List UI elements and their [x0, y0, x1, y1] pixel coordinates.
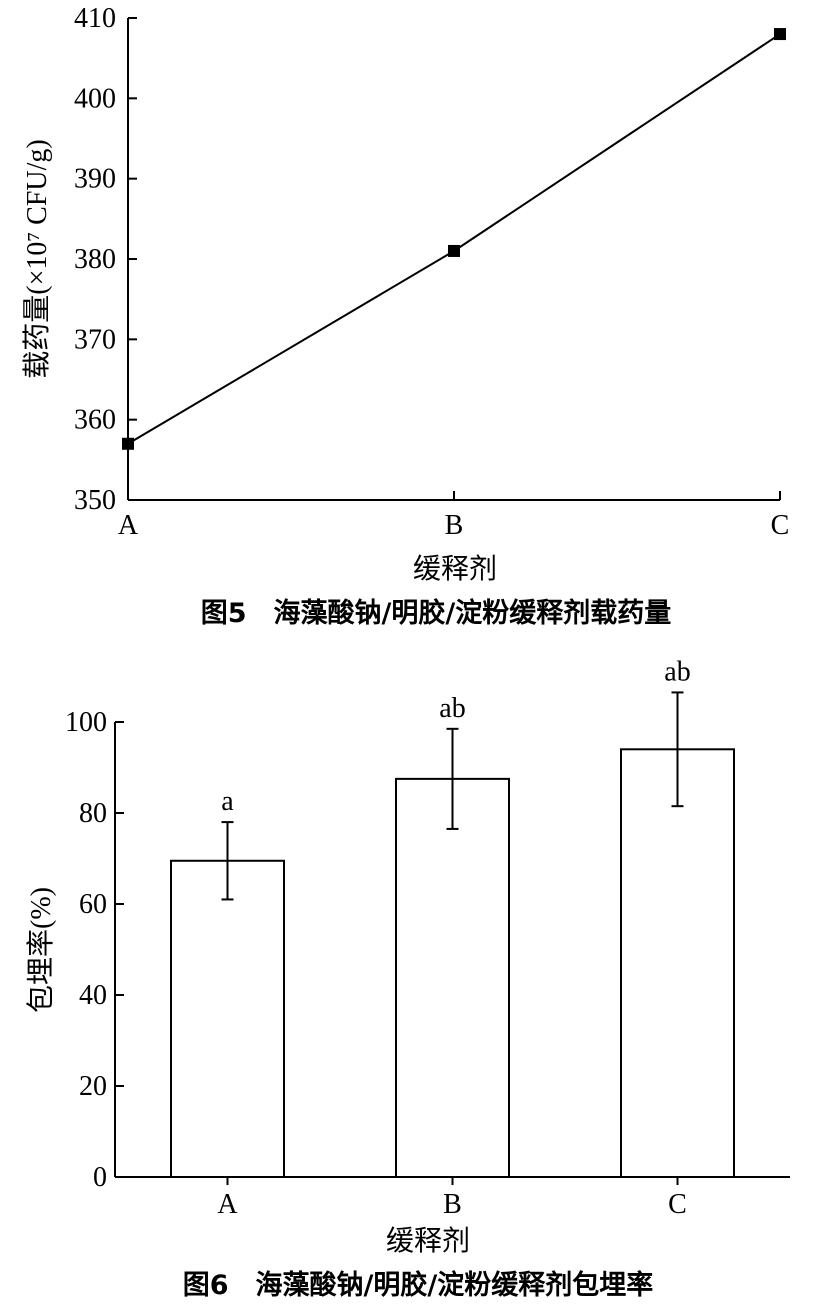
bar-chart-x-tick-label: A — [217, 1189, 238, 1220]
bar-chart-y-tick-label: 100 — [65, 707, 107, 738]
bar-chart-significance-label: ab — [664, 656, 690, 687]
line-chart-y-tick-label: 380 — [74, 244, 116, 275]
line-chart-point — [448, 244, 460, 257]
bar-chart-caption: 图6 海藻酸钠/明胶/淀粉缓释剂包埋率 — [183, 1269, 654, 1301]
line-chart-y-tick-label: 410 — [74, 3, 116, 34]
line-chart-x-tick-label: A — [118, 510, 139, 541]
line-chart-y-tick-label: 400 — [74, 83, 116, 114]
line-chart-x-ticks: A B C — [118, 491, 789, 541]
line-chart-x-tick-label: B — [445, 510, 464, 541]
line-chart-caption: 图5 海藻酸钠/明胶/淀粉缓释剂载药量 — [201, 597, 672, 629]
bar-chart-y-tick-label: 0 — [93, 1162, 107, 1193]
bar-chart-y-tick-label: 80 — [79, 798, 107, 829]
bar-chart-x-tick-label: B — [443, 1189, 462, 1220]
line-chart-y-tick-label: 390 — [74, 164, 116, 195]
line-chart-x-axis-label: 缓释剂 — [413, 553, 497, 585]
bar-chart: 0 20 40 60 80 100 a ab ab A B C 缓释剂 包埋率(%) 图6 海藻酸… — [25, 656, 790, 1301]
bar-chart-bar — [620, 748, 735, 1178]
bar-chart-y-ticks: 0 20 40 60 80 100 — [65, 707, 124, 1193]
bar-chart-y-axis-label: 包埋率(%) — [25, 887, 57, 1013]
bar-chart-significance-label: a — [221, 786, 234, 817]
line-chart-y-axis-label: 载药量(×10⁷ CFU/g) — [21, 139, 53, 378]
line-chart-y-tick-label: 370 — [74, 324, 116, 355]
line-chart-x-tick-label: C — [771, 510, 790, 541]
line-chart: 350 360 370 380 390 400 410 A B C 缓释剂 载药量(×10⁷ C… — [21, 3, 789, 629]
line-chart-y-tick-label: 350 — [74, 485, 116, 516]
bar-chart-bar — [395, 777, 510, 1178]
bar-chart-y-tick-label: 40 — [79, 980, 107, 1011]
bar-chart-significance-label: ab — [439, 693, 465, 724]
bar-chart-x-axis-label: 缓释剂 — [386, 1225, 470, 1257]
bar-chart-x-ticks: A B C — [217, 1177, 687, 1220]
line-chart-series-line — [127, 33, 781, 445]
line-chart-y-ticks: 350 360 370 380 390 400 410 — [74, 3, 137, 516]
bar-chart-bar — [170, 859, 285, 1179]
bar-chart-y-tick-label: 20 — [79, 1071, 107, 1102]
line-chart-point — [774, 28, 786, 41]
line-chart-points — [122, 28, 786, 450]
bar-chart-y-tick-label: 60 — [79, 889, 107, 920]
line-chart-point — [122, 437, 134, 450]
bar-chart-x-tick-label: C — [668, 1189, 687, 1220]
bar-chart-bars: a ab ab — [170, 656, 735, 1179]
line-chart-y-tick-label: 360 — [74, 405, 116, 436]
